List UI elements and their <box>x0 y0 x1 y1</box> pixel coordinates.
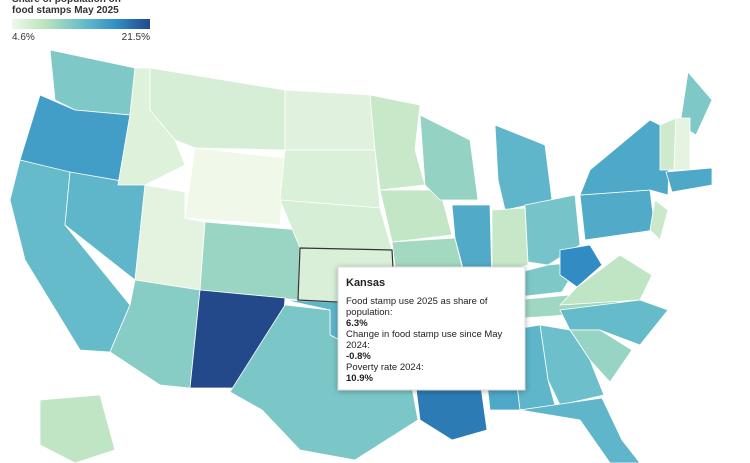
state <box>419 114 479 201</box>
state <box>659 117 677 171</box>
tooltip-value: 6.3% <box>346 318 368 329</box>
state <box>284 89 376 151</box>
legend-min: 4.6% <box>12 32 35 43</box>
tooltip: Kansas Food stamp use 2025 as share of po… <box>337 266 526 391</box>
state <box>649 199 669 241</box>
state <box>579 119 671 196</box>
tooltip-box <box>337 266 526 391</box>
state <box>665 167 713 193</box>
state <box>39 394 116 463</box>
legend-bar <box>12 19 150 29</box>
state <box>199 221 301 301</box>
state <box>279 149 381 209</box>
state <box>579 189 656 241</box>
state <box>494 124 553 211</box>
state <box>229 304 419 461</box>
tooltip-rows: Food stamp use 2025 as share of populatio… <box>346 296 503 384</box>
tooltip-value: -0.8% <box>346 351 371 362</box>
state <box>519 397 641 463</box>
legend-title: Share of population onfood stamps May 20… <box>12 0 121 16</box>
states <box>9 49 713 463</box>
state <box>369 94 426 191</box>
tooltip-title: Kansas <box>346 277 385 289</box>
state <box>673 117 691 171</box>
tooltip-value: 10.9% <box>346 373 373 384</box>
tooltip-label: Poverty rate 2024: <box>346 362 424 373</box>
state <box>379 189 453 243</box>
tooltip-label: Food stamp use 2025 as share of populatio… <box>346 296 488 318</box>
state <box>184 147 286 226</box>
state <box>109 279 201 389</box>
state <box>559 244 603 288</box>
state <box>559 254 653 306</box>
legend-max: 21.5% <box>122 32 150 43</box>
state <box>491 207 529 276</box>
tooltip-label: Change in food stamp use since May 2024: <box>346 329 503 351</box>
